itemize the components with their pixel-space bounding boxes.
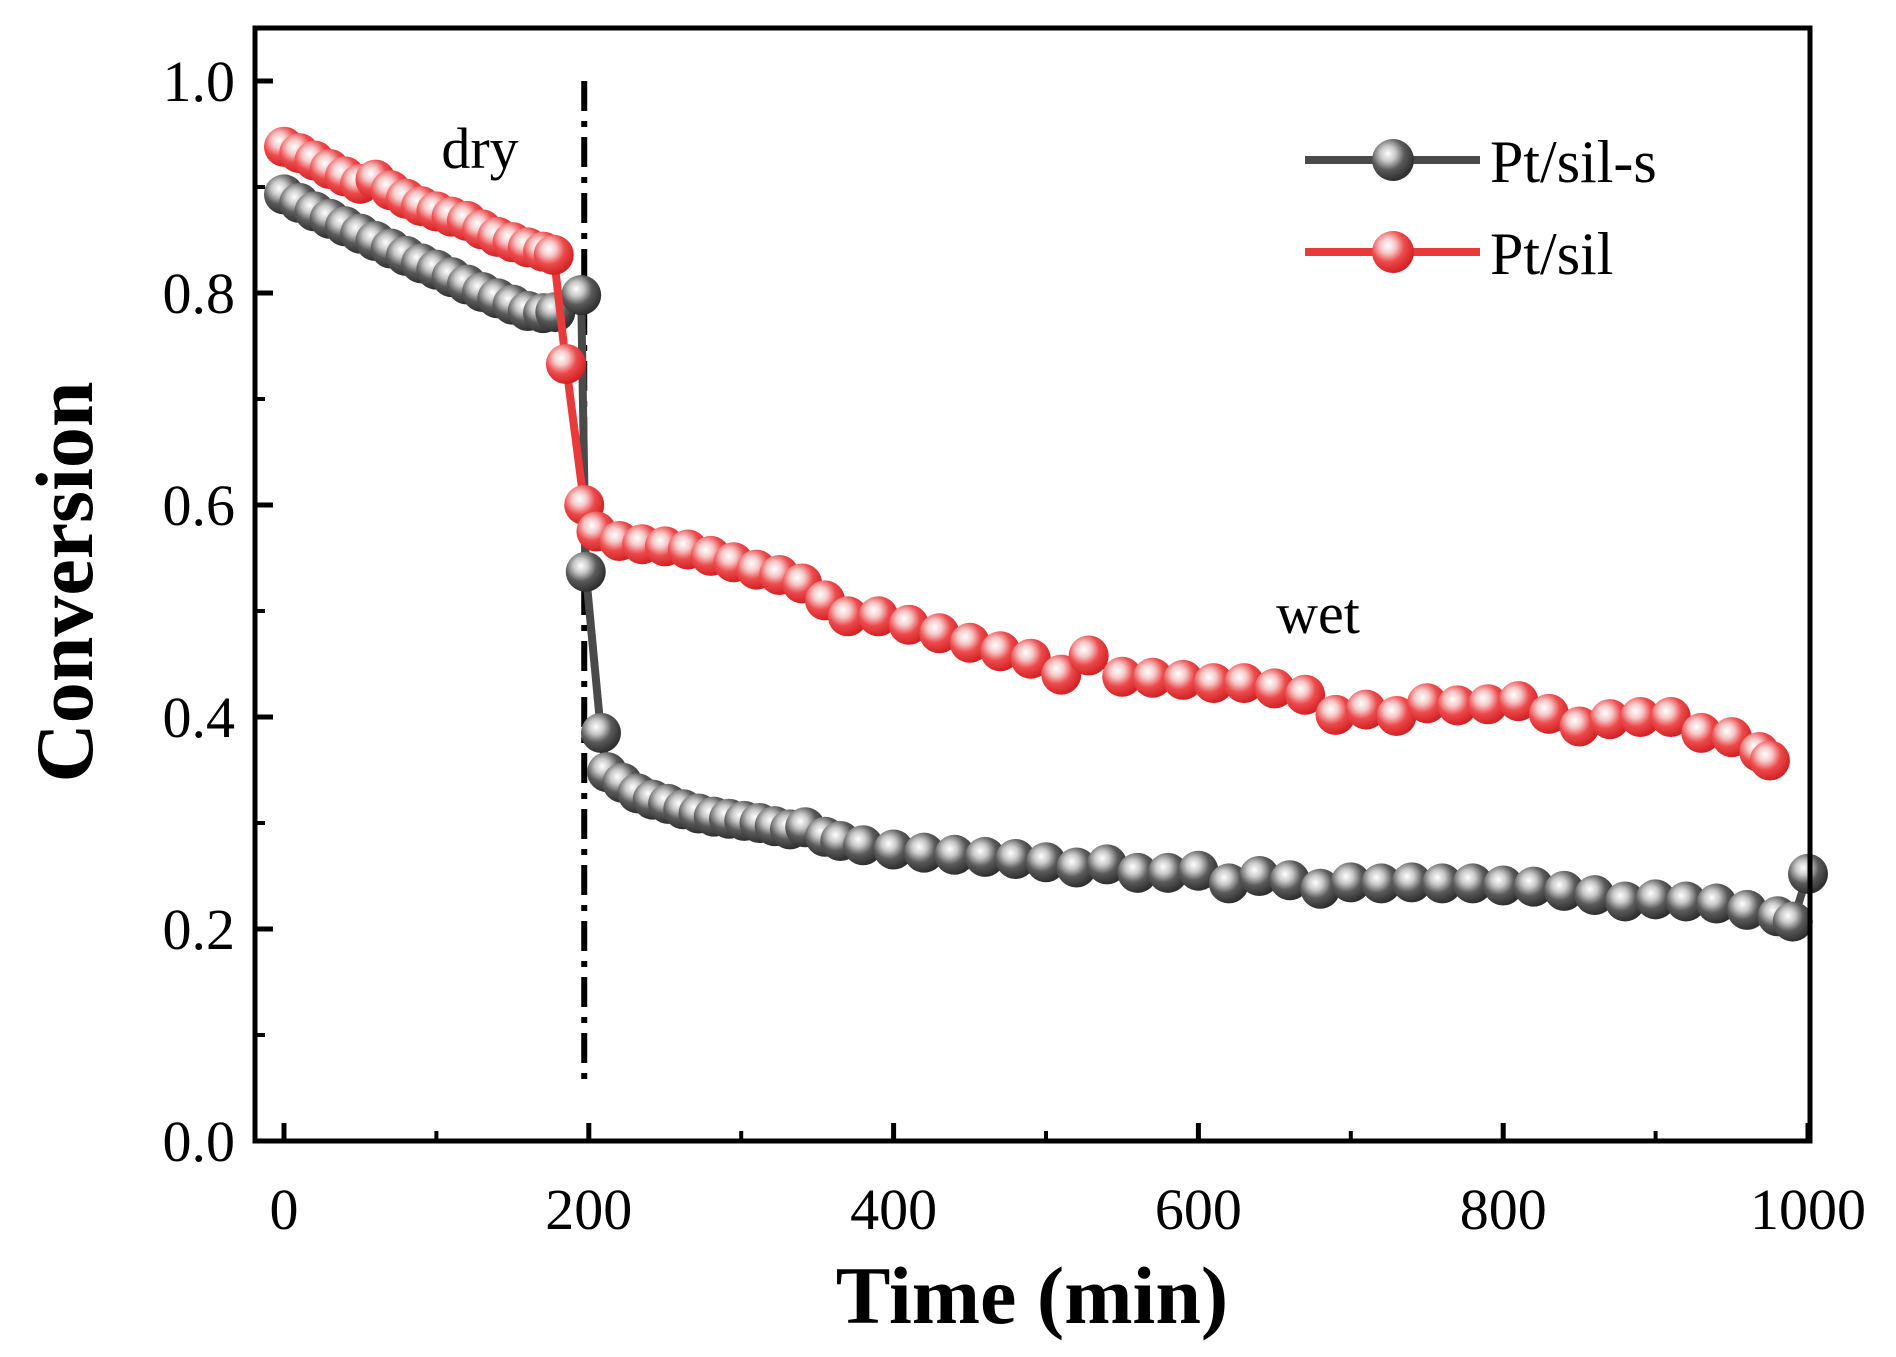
data-point-pt-sil-s [580, 712, 621, 753]
legend-entry-pt-sil-s: Pt/sil-s [1305, 129, 1657, 195]
legend-marker-pt-sil [1372, 231, 1414, 273]
data-point-pt-sil [1193, 663, 1234, 704]
data-point-pt-sil-s [873, 829, 914, 870]
data-point-pt-sil [858, 596, 899, 637]
data-point-pt-sil [827, 596, 868, 637]
data-point-pt-sil-s [1574, 875, 1615, 916]
series-layer [264, 126, 1828, 942]
data-point-pt-sil [1528, 693, 1569, 734]
legend-label-pt-sil: Pt/sil [1490, 221, 1613, 287]
y-axis-title: Conversion [19, 382, 110, 783]
data-point-pt-sil [888, 604, 929, 645]
data-point-pt-sil-s [1483, 865, 1524, 906]
plot-frame [252, 25, 1813, 1144]
data-point-pt-sil [1650, 697, 1691, 737]
y-tick-label: 0.8 [163, 261, 236, 326]
y-tick-label: 1.0 [163, 49, 236, 114]
data-point-pt-sil-s [561, 275, 602, 316]
data-point-pt-sil-s [1513, 866, 1554, 907]
data-point-pt-sil-s [1056, 847, 1097, 888]
y-tick-label: 0.2 [163, 897, 236, 962]
data-point-pt-sil-s [1147, 852, 1188, 893]
data-point-pt-sil [1346, 689, 1387, 730]
legend-marker-pt-sil-s [1372, 139, 1414, 181]
series-pt-sil [264, 126, 1790, 781]
data-point-pt-sil-s [1086, 844, 1127, 885]
axes-layer: 0 200 400 600 800 1000 0.0 0.2 0.4 0.6 0.8 1.0 [163, 49, 1867, 1242]
data-point-pt-sil [1224, 663, 1265, 704]
data-point-pt-sil [1467, 684, 1508, 725]
legend-label-pt-sil-s: Pt/sil-s [1490, 129, 1657, 195]
data-point-pt-sil-s [1544, 870, 1585, 911]
data-point-pt-sil [533, 234, 574, 275]
data-point-pt-sil [1132, 657, 1173, 698]
data-point-pt-sil [1559, 706, 1600, 747]
x-tick-label: 0 [270, 1177, 299, 1242]
data-point-pt-sil-s [904, 832, 945, 873]
legend: Pt/sil-s Pt/sil [1305, 129, 1657, 287]
data-point-pt-sil [1254, 668, 1295, 709]
data-point-pt-sil-s [1727, 889, 1768, 930]
data-point-pt-sil-s [1330, 862, 1371, 903]
series-pt-sil-s [264, 174, 1828, 942]
data-point-pt-sil [1498, 681, 1539, 722]
data-point-pt-sil-s [934, 834, 975, 875]
x-tick-label: 800 [1460, 1177, 1547, 1242]
data-point-pt-sil [919, 613, 960, 654]
data-point-pt-sil [1620, 697, 1661, 737]
data-point-pt-sil-s [1026, 842, 1066, 883]
data-point-pt-sil-s [1696, 883, 1737, 924]
data-point-pt-sil [1010, 638, 1051, 679]
data-point-pt-sil [1315, 694, 1356, 735]
data-point-pt-sil-s [965, 836, 1006, 877]
legend-entry-pt-sil: Pt/sil [1305, 221, 1613, 287]
data-point-pt-sil-s [1605, 881, 1646, 922]
annotation-dry: dry [441, 116, 518, 181]
data-point-pt-sil-s [1208, 863, 1249, 904]
x-axis-title: Time (min) [836, 1250, 1229, 1341]
data-point-pt-sil [1589, 699, 1630, 740]
data-point-pt-sil-s [1178, 850, 1219, 891]
data-point-pt-sil [1163, 659, 1204, 700]
data-point-pt-sil-s [1269, 860, 1310, 901]
data-point-pt-sil-s [1300, 868, 1341, 909]
data-point-pt-sil-s [1422, 863, 1463, 904]
annotation-wet: wet [1276, 581, 1360, 646]
x-tick-label: 600 [1155, 1177, 1242, 1242]
data-point-pt-sil-s [1361, 863, 1402, 904]
data-point-pt-sil-s [1635, 879, 1676, 920]
data-point-pt-sil-s [995, 839, 1036, 880]
data-point-pt-sil-s [1772, 901, 1813, 942]
y-tick-label: 0.6 [163, 473, 236, 538]
data-point-pt-sil [1437, 685, 1478, 726]
data-point-pt-sil-s [565, 551, 606, 592]
y-tick-label: 0.0 [163, 1109, 236, 1174]
x-tick-label: 200 [545, 1177, 632, 1242]
data-point-pt-sil-s [843, 825, 884, 866]
data-point-pt-sil [1681, 712, 1722, 753]
data-point-pt-sil-s [1452, 863, 1493, 904]
data-point-pt-sil [545, 344, 586, 385]
x-tick-label: 1000 [1750, 1177, 1866, 1242]
data-point-pt-sil-s [1117, 852, 1158, 893]
data-point-pt-sil [980, 631, 1021, 672]
data-point-pt-sil-s [1391, 862, 1432, 903]
data-point-pt-sil [1407, 683, 1447, 724]
y-tick-label: 0.4 [163, 685, 236, 750]
data-point-pt-sil [1376, 695, 1417, 736]
data-point-pt-sil-s [1666, 881, 1707, 922]
x-tick-label: 400 [850, 1177, 937, 1242]
data-point-pt-sil-s [1239, 856, 1280, 896]
data-point-pt-sil [1102, 656, 1143, 697]
data-point-pt-sil [949, 622, 990, 663]
data-point-pt-sil [1749, 740, 1790, 781]
data-point-pt-sil [1068, 635, 1109, 676]
data-point-pt-sil [1285, 674, 1326, 715]
